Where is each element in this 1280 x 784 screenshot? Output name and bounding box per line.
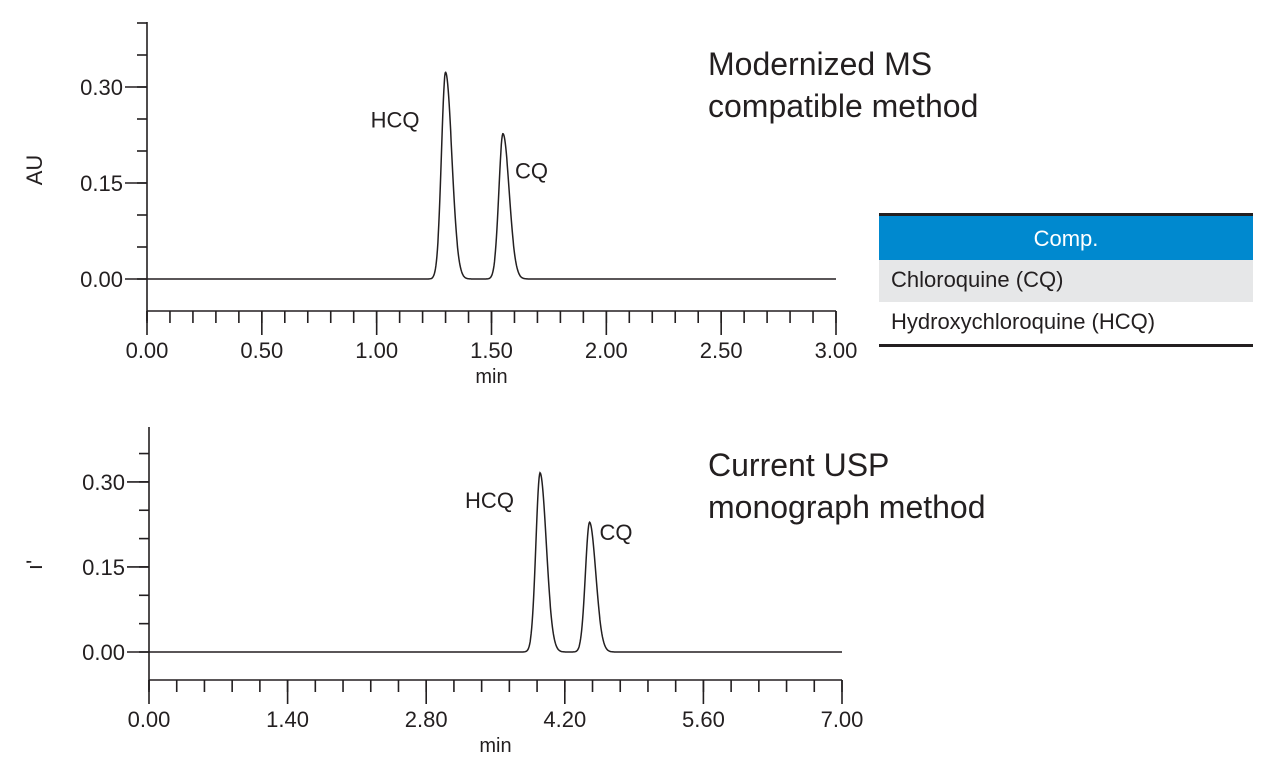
y-tick-label: 0.30 [80, 75, 123, 100]
x-tick-label: 5.60 [682, 707, 725, 732]
chart-title: Modernized MS [708, 46, 932, 82]
x-tick-label: 0.50 [240, 338, 283, 363]
x-tick-label: 3.00 [815, 338, 858, 363]
x-tick-label: 0.00 [126, 338, 169, 363]
chart-title: compatible method [708, 88, 978, 124]
x-tick-label: 2.80 [405, 707, 448, 732]
compound-table: Comp. Chloroquine (CQ) Hydroxychloroquin… [879, 213, 1253, 347]
x-tick-label: 4.20 [543, 707, 586, 732]
chart-title: Current USP [708, 447, 889, 483]
chromatogram-trace [149, 471, 842, 653]
x-tick-label: 2.50 [700, 338, 743, 363]
y-tick-label: 0.15 [80, 171, 123, 196]
y-tick-label: 0.00 [82, 640, 125, 665]
x-tick-label: 2.00 [585, 338, 628, 363]
table-row: Hydroxychloroquine (HCQ) [879, 302, 1253, 347]
x-tick-label: 1.50 [470, 338, 513, 363]
chromatogram-trace [147, 71, 836, 280]
chart-0: 0.00 0.15 0.30 AU 0.00 0.50 1.00 1.50 2.00 2.50 3.… [22, 22, 978, 388]
y-tick-label: 0.15 [82, 555, 125, 580]
y-axis-label: AU [22, 155, 47, 186]
x-axis-label: min [479, 735, 511, 757]
peak-label-cq: CQ [515, 159, 548, 184]
y-tick-label: 0.00 [80, 267, 123, 292]
peak-label-cq: CQ [600, 520, 633, 545]
peak-label-hcq: HCQ [371, 107, 420, 132]
table-row: Chloroquine (CQ) [879, 260, 1253, 302]
chart-title: monograph method [708, 489, 986, 525]
x-tick-label: 1.40 [266, 707, 309, 732]
x-tick-label: 7.00 [821, 707, 864, 732]
table-header: Comp. [879, 213, 1253, 260]
chart-1: 0.00 0.15 0.30 ı' 0.00 1.40 2.80 4.20 5.60 7.00 mi… [22, 427, 986, 757]
y-tick-label: 0.30 [82, 470, 125, 495]
x-tick-label: 0.00 [128, 707, 171, 732]
y-axis-label: ı' [22, 560, 47, 570]
x-tick-label: 1.00 [355, 338, 398, 363]
x-axis-label: min [475, 366, 507, 388]
peak-label-hcq: HCQ [465, 488, 514, 513]
